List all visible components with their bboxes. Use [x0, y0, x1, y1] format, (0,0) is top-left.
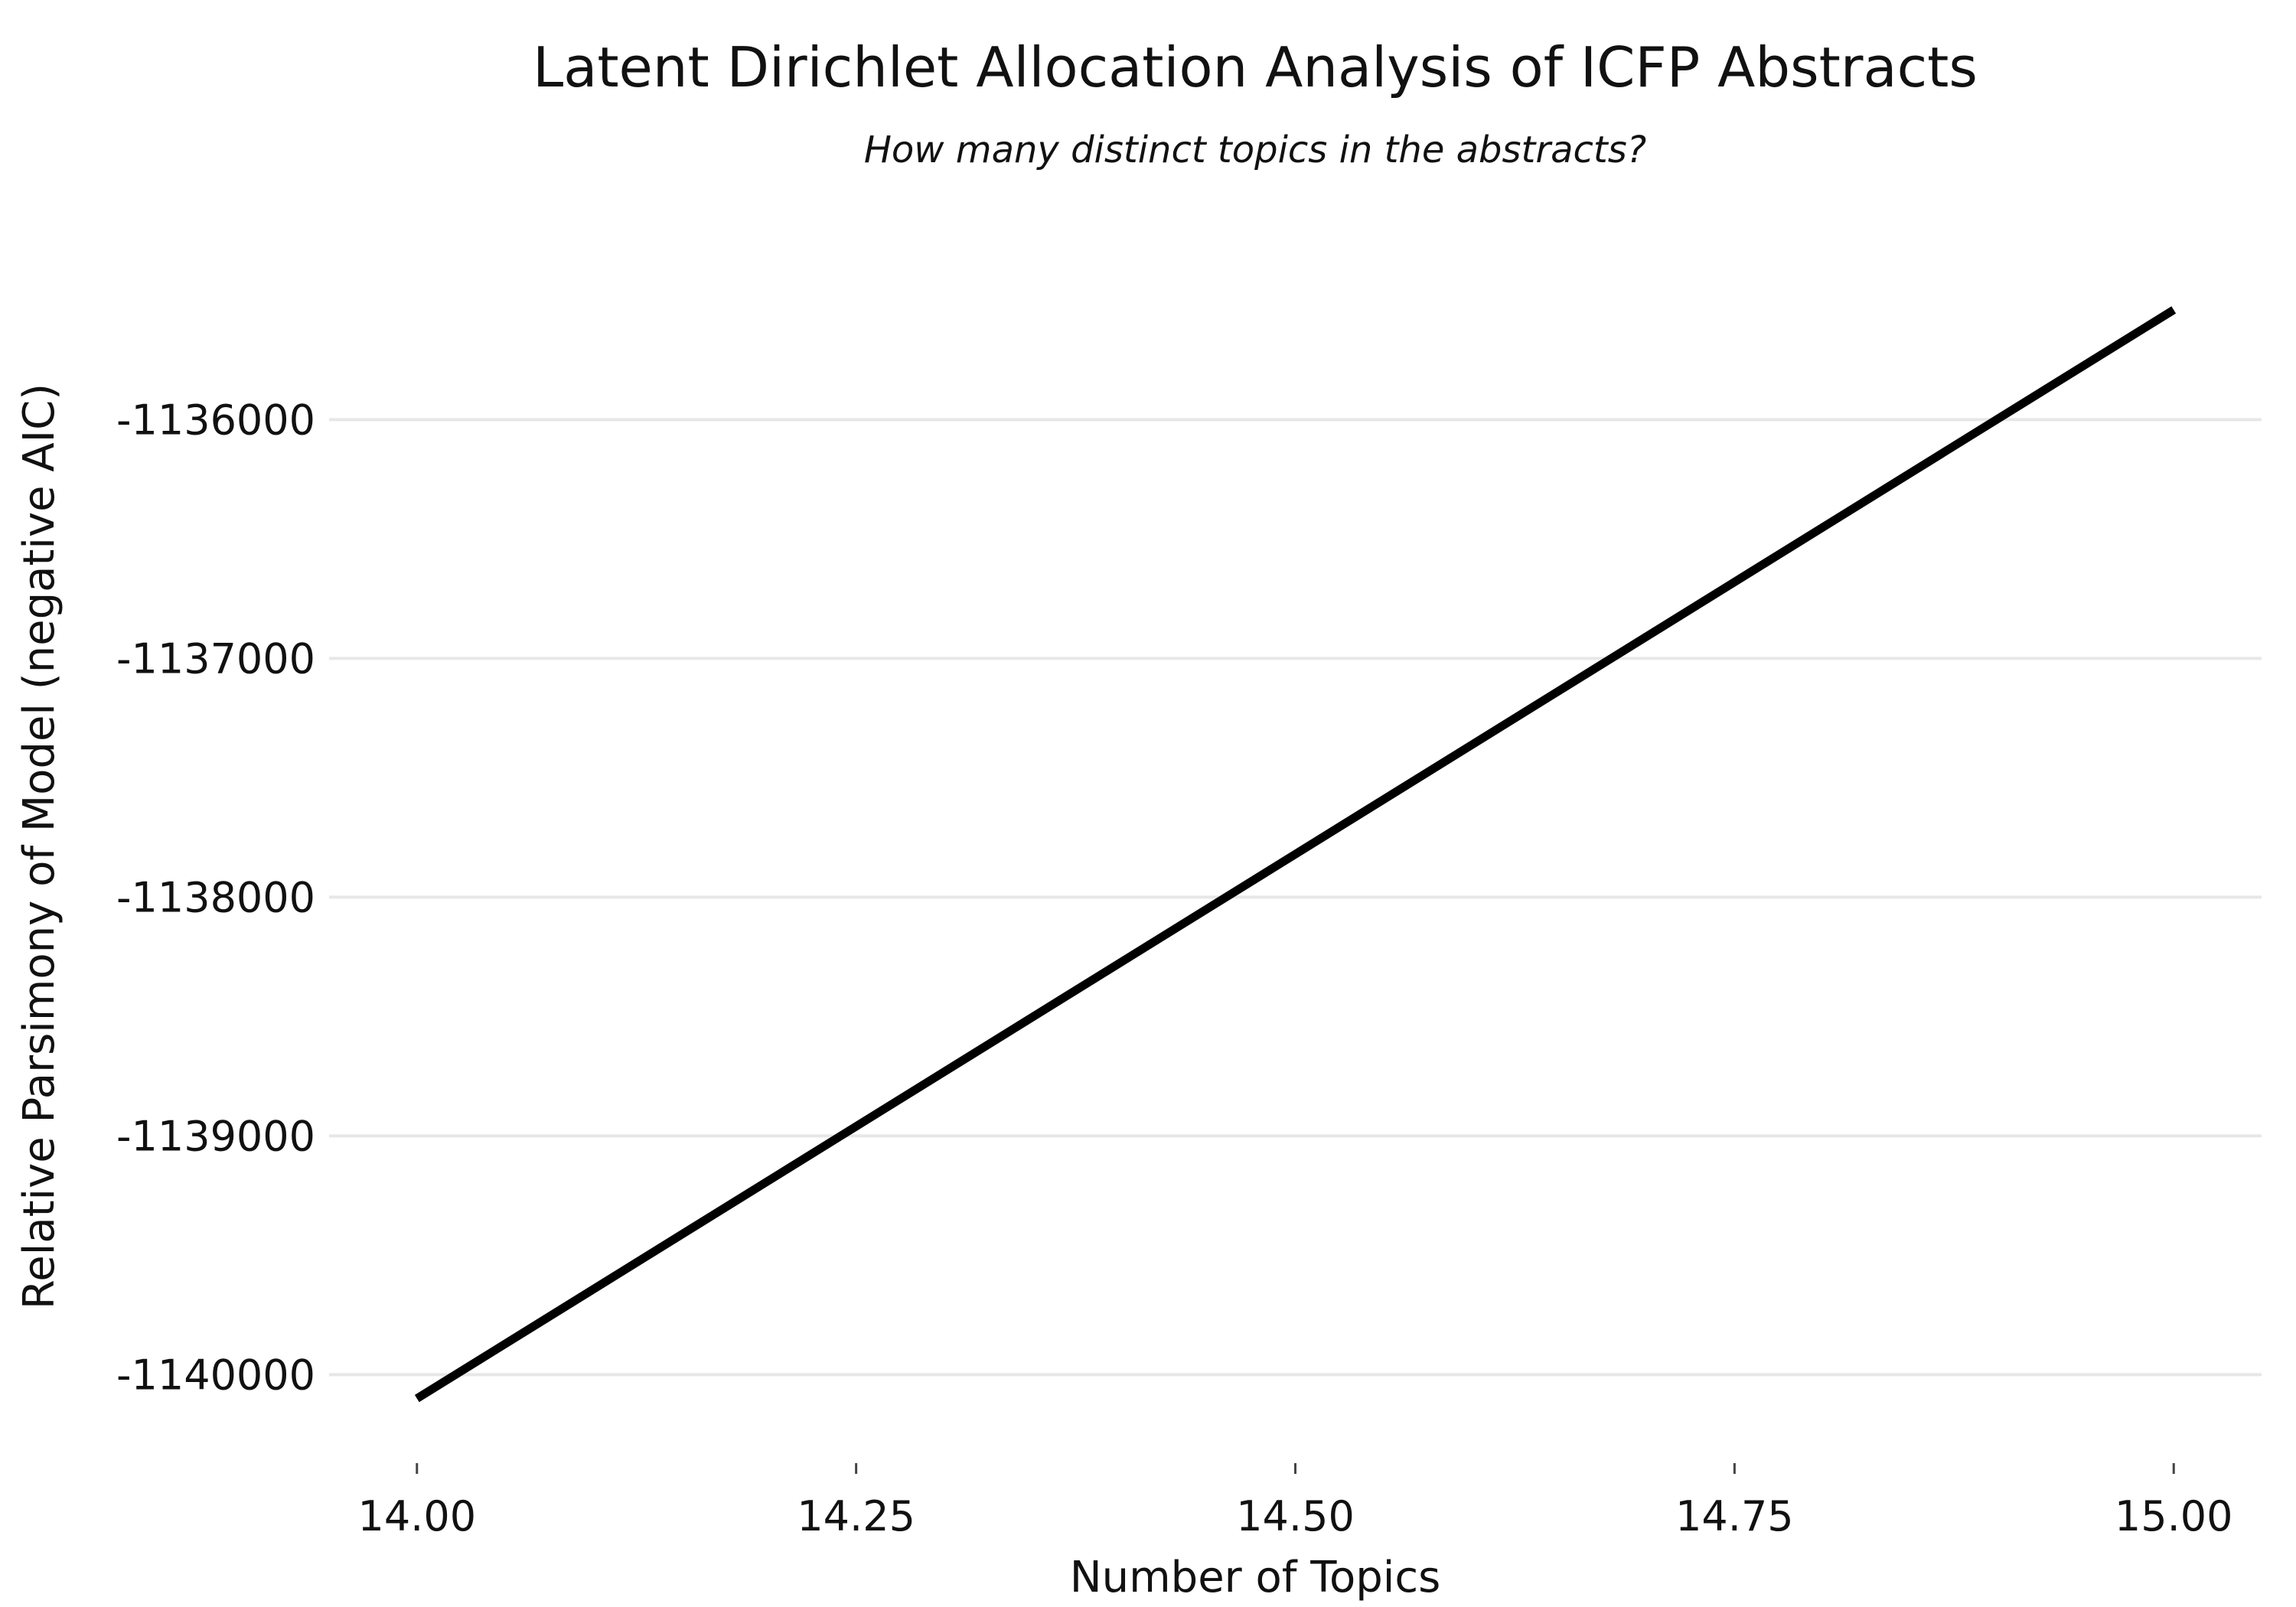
- x-tick-label: 14.00: [357, 1492, 476, 1540]
- chart-subtitle: How many distinct topics in the abstract…: [864, 129, 1646, 171]
- y-tick-label: -1138000: [116, 873, 315, 921]
- x-tick-label: 14.50: [1236, 1492, 1355, 1540]
- grid-lines: [329, 418, 2262, 1377]
- y-tick-label: -1140000: [116, 1351, 315, 1399]
- y-tick-label: -1136000: [116, 396, 315, 444]
- x-tick-label: 15.00: [2115, 1492, 2233, 1540]
- series-layer: [414, 306, 2177, 1403]
- y-tick-label: -1137000: [116, 634, 315, 683]
- x-axis-title: Number of Topics: [1070, 1553, 1441, 1602]
- x-axis: 14.00 14.25 14.50 14.75 15.00: [357, 1463, 2233, 1540]
- y-axis-title: Relative Parsimony of Model (negative AI…: [15, 383, 64, 1309]
- series-line: [414, 306, 2177, 1403]
- x-tick-label: 14.75: [1675, 1492, 1794, 1540]
- chart-title: Latent Dirichlet Allocation Analysis of …: [533, 35, 1978, 99]
- y-tick-label: -1139000: [116, 1112, 315, 1160]
- y-axis: -1140000 -1139000 -1138000 -1137000 -1136000: [116, 396, 315, 1399]
- x-tick-label: 14.25: [797, 1492, 915, 1540]
